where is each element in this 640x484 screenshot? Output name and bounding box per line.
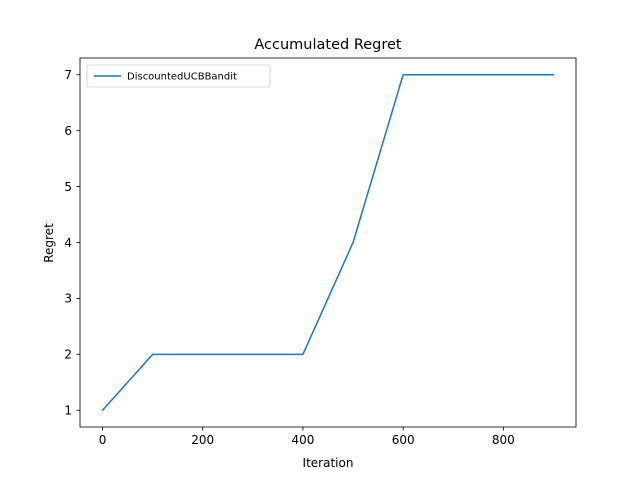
legend-box <box>86 64 271 88</box>
x-tick-label: 0 <box>99 433 107 447</box>
y-tick-label: 4 <box>64 236 72 250</box>
x-tick-label: 600 <box>392 433 415 447</box>
x-tick-label: 400 <box>291 433 314 447</box>
chart-title: Accumulated Regret <box>254 37 402 53</box>
series-line-0 <box>101 74 555 412</box>
y-tick-label: 3 <box>64 292 72 306</box>
y-tick-label: 2 <box>64 348 72 362</box>
y-tick-label: 1 <box>64 404 72 418</box>
x-tick-label: 800 <box>492 433 515 447</box>
legend-label: DiscountedUCBBandit <box>127 72 237 83</box>
y-axis-label: Regret <box>42 223 56 263</box>
plot-area: 0 200 400 600 800 1 2 3 4 5 6 7 DiscountedUCBBandit <box>64 57 577 447</box>
y-tick-label: 6 <box>64 124 72 138</box>
x-tick-label: 200 <box>191 433 214 447</box>
y-tick-label: 7 <box>64 68 72 82</box>
y-tick-label: 5 <box>64 180 72 194</box>
x-axis-label: Iteration <box>303 456 354 470</box>
axes-frame <box>79 57 577 428</box>
